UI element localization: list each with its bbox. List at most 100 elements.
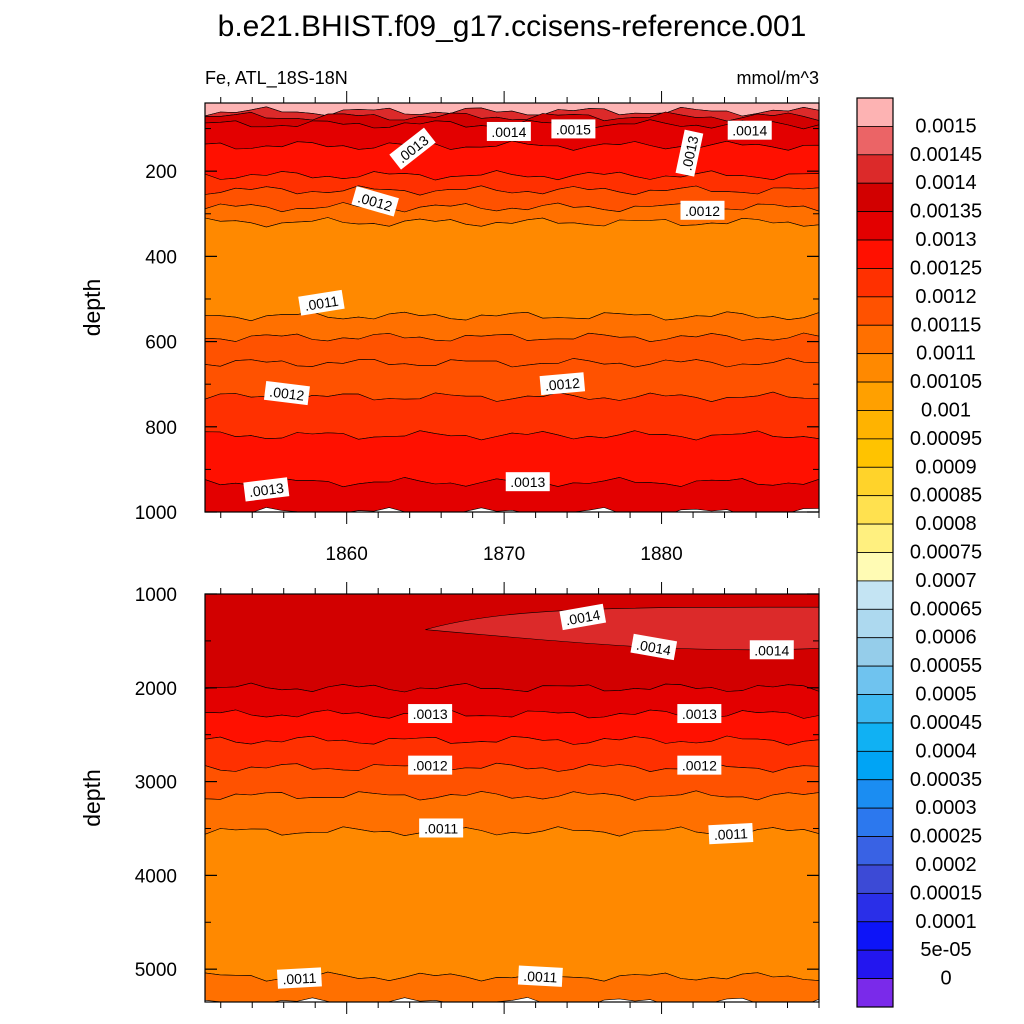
y-tick-label: 5000 bbox=[135, 960, 177, 981]
colorbar-level-label: 0.00015 bbox=[910, 882, 982, 904]
contour-label: .0014 bbox=[559, 603, 607, 631]
contour-fills bbox=[205, 594, 819, 1002]
contour-label-text: .0012 bbox=[413, 758, 448, 774]
contour-band bbox=[205, 971, 819, 1002]
colorbar-swatch bbox=[856, 750, 894, 781]
contour-fills bbox=[205, 103, 819, 512]
plot-frame bbox=[204, 102, 820, 513]
contour-label-bg bbox=[419, 818, 464, 838]
colorbar-level-label: 0.00125 bbox=[910, 257, 982, 279]
contour-label-bg bbox=[551, 119, 596, 139]
colorbar-level-label: 0.0004 bbox=[915, 740, 976, 762]
units-label: mmol/m^3 bbox=[737, 68, 819, 88]
contour-label-text: .0013 bbox=[510, 474, 545, 490]
colorbar-swatch bbox=[856, 381, 894, 411]
colorbar-frame bbox=[856, 97, 894, 1008]
contour-label-bg bbox=[677, 704, 722, 724]
colorbar-swatch bbox=[856, 637, 894, 667]
colorbar-level-label: 0.0015 bbox=[915, 115, 976, 137]
y-tick-label: 4000 bbox=[135, 866, 177, 887]
colorbar-swatch bbox=[856, 126, 894, 156]
contour-label-text: .0012 bbox=[682, 758, 717, 774]
x-tick-label: 1860 bbox=[326, 544, 368, 565]
colorbar-level-label: 0.00035 bbox=[910, 769, 982, 791]
contour-label: .0014 bbox=[486, 121, 531, 141]
y-tick-label: 400 bbox=[145, 247, 177, 268]
colorbar-swatch bbox=[856, 523, 894, 553]
contour-label: .0012 bbox=[539, 372, 586, 396]
contour-label-bg bbox=[276, 967, 322, 989]
contour-label-bg bbox=[408, 704, 453, 724]
colorbar-level-label: 0.001 bbox=[921, 399, 971, 421]
colorbar-level-label: 0.00145 bbox=[910, 144, 982, 166]
x-tick-label: 1880 bbox=[640, 544, 682, 565]
contour-label-bg bbox=[708, 822, 754, 845]
contour-label-bg bbox=[486, 121, 531, 141]
colorbar-swatch bbox=[856, 978, 894, 1008]
contour-label-text: .0015 bbox=[556, 121, 591, 137]
contour-label-bg bbox=[298, 289, 345, 316]
contour-label-text: .0014 bbox=[564, 606, 601, 628]
colorbar-swatch bbox=[856, 949, 894, 979]
colorbar-swatch bbox=[856, 353, 894, 383]
y-tick-label: 1000 bbox=[135, 585, 177, 606]
contour-label-bg bbox=[517, 965, 563, 987]
upper-contour-panel: 200 400 600 800 1000 1860 1870 1880 depth .0014 .0… bbox=[79, 91, 820, 565]
y-tick-label: 1000 bbox=[135, 503, 177, 524]
contour-label: .0011 bbox=[298, 289, 345, 316]
contour-label-bg bbox=[677, 755, 722, 775]
contour-label-bg bbox=[389, 127, 436, 170]
colorbar-swatch bbox=[856, 495, 894, 525]
contour-label-text: .0013 bbox=[413, 706, 448, 722]
contour-label-text: .0013 bbox=[678, 134, 701, 172]
colorbar-swatch bbox=[856, 836, 894, 866]
contour-label-text: .0011 bbox=[424, 820, 458, 836]
contour-label-text: .0012 bbox=[544, 375, 581, 394]
contour-label-bg bbox=[630, 633, 678, 661]
contour-label-text: .0012 bbox=[268, 383, 305, 403]
contour-label: .0012 bbox=[408, 755, 453, 775]
colorbar-swatch bbox=[856, 466, 894, 497]
colorbar-level-label: 0.00065 bbox=[910, 598, 982, 620]
colorbar-swatch bbox=[856, 324, 894, 355]
contour-band bbox=[205, 217, 819, 322]
colorbar-swatch bbox=[856, 608, 894, 639]
contour-label-text: .0013 bbox=[682, 706, 717, 722]
y-tick-label: 3000 bbox=[135, 773, 177, 794]
colorbar-level-label: 0.0007 bbox=[915, 570, 976, 592]
colorbar-level-label: 0.0014 bbox=[915, 172, 976, 194]
contour-label-bg bbox=[749, 640, 794, 660]
colorbar-level-label: 0.0005 bbox=[915, 684, 976, 706]
contour-label: .0013 bbox=[677, 704, 722, 724]
colorbar-level-label: 0.00025 bbox=[910, 826, 982, 848]
contour-label: .0011 bbox=[708, 822, 754, 845]
y-tick-label: 800 bbox=[145, 418, 177, 439]
contour-label: .0011 bbox=[276, 967, 322, 989]
colorbar-level-label: 0.0008 bbox=[915, 513, 976, 535]
y-tick-label: 2000 bbox=[135, 679, 177, 700]
contour-label-bg bbox=[539, 372, 586, 396]
plot-frame bbox=[204, 593, 820, 1003]
contour-label-text: .0012 bbox=[685, 203, 720, 219]
contour-label: .0014 bbox=[727, 120, 772, 140]
contour-patch bbox=[425, 606, 819, 651]
contour-label-text: .0011 bbox=[303, 293, 339, 314]
y-axis-label: depth bbox=[79, 769, 105, 827]
colorbar-swatch bbox=[856, 268, 894, 298]
contour-label: .0013 bbox=[408, 704, 453, 724]
colorbar-swatch bbox=[856, 552, 894, 582]
colorbar-swatch bbox=[856, 807, 894, 837]
colorbar-swatch bbox=[856, 892, 894, 923]
contour-label-text: .0014 bbox=[635, 637, 672, 659]
contour-label-text: .0011 bbox=[523, 968, 558, 986]
contour-label: .0013 bbox=[243, 477, 290, 502]
colorbar-swatch bbox=[856, 410, 894, 440]
contour-label-bg bbox=[680, 200, 725, 220]
colorbar-swatch bbox=[856, 864, 894, 894]
colorbar-level-label: 0.0009 bbox=[915, 456, 976, 478]
colorbar-level-label: 0.00085 bbox=[910, 485, 982, 507]
colorbar-level-label: 0.0006 bbox=[915, 627, 976, 649]
x-tick-label: 1870 bbox=[483, 544, 525, 565]
contour-label: .0012 bbox=[263, 380, 310, 406]
